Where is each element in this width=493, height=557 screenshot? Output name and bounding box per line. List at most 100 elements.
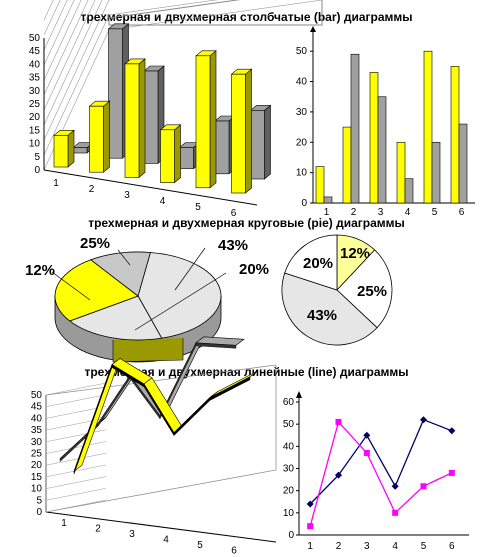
bar3d-bar [159, 124, 182, 184]
bar3d-bar-front [160, 129, 175, 183]
pie2d-slice-label: 20% [303, 255, 333, 272]
bar-charts-heading: трехмерная и двухмерная столбчатые (bar)… [80, 10, 413, 24]
bar3d-bar-side [209, 50, 217, 189]
bar3d-gridline-side [43, 14, 110, 156]
line3d-gridline [45, 382, 107, 396]
line3d-y-tick: 45 [31, 402, 43, 413]
line2d-y-arrow [296, 391, 302, 398]
bar3d-y-tick: 10 [29, 139, 41, 150]
bar3d-gridline-side [43, 0, 75, 66]
line2d-x-tick: 6 [449, 541, 455, 552]
pie3d-leader-line [51, 271, 91, 301]
pie2d-slice-label: 43% [307, 307, 337, 324]
line3d-x-axis [45, 511, 277, 543]
bar2d-bar [423, 50, 433, 204]
line2d-point [306, 500, 314, 508]
bar3d-bar-front [179, 147, 194, 169]
line3d-ribbon-edge [195, 342, 237, 349]
bar3d-bar-front [72, 147, 88, 154]
line2d-y-tick: 60 [283, 397, 295, 408]
line3d-gridline [45, 476, 107, 489]
line2d-point [363, 431, 371, 439]
bar3d-y-tick: 30 [29, 86, 41, 97]
bar3d-bar-front [89, 105, 104, 173]
bar2d-y-tick: 50 [296, 46, 308, 57]
bar3d-bar [195, 50, 217, 189]
line3d-x-tick: 5 [197, 540, 203, 551]
line2d-y-tick: 0 [288, 530, 294, 541]
bar2d-y-arrow [310, 26, 316, 32]
line2d-series-line [309, 418, 453, 505]
line2d-y-tick: 30 [283, 464, 295, 475]
bar3d-bar [124, 58, 146, 179]
bar3d-y-tick: 15 [29, 125, 41, 136]
line2d-point [392, 509, 399, 516]
bar2d-x-tick: 1 [324, 207, 330, 218]
bar3d-y-tick: 0 [34, 165, 40, 176]
line3d-gridline [45, 488, 107, 501]
bar3d-x-tick: 2 [89, 184, 95, 195]
bar2d-bar [323, 196, 333, 204]
line2d-x-tick: 1 [307, 541, 313, 552]
line2d-point [335, 471, 342, 479]
line2d-y-tick: 10 [283, 508, 295, 519]
bar2d-bar [342, 126, 352, 204]
line2d-x-tick: 3 [364, 541, 370, 552]
bar2d-y-tick: 40 [296, 77, 308, 88]
line3d-y-tick: 15 [31, 472, 43, 483]
bar3d-x-tick: 4 [160, 196, 166, 207]
bar3d-bar-side [245, 68, 252, 194]
bar2d-x-tick: 5 [432, 207, 438, 218]
bar2d-y-tick: 20 [296, 137, 308, 148]
bar3d-gridline-back [108, 0, 323, 31]
line3d-gridline [45, 394, 107, 407]
line2d-point [448, 427, 456, 435]
bar3d-x-tick: 6 [231, 208, 237, 219]
line3d-x-tick: 1 [61, 518, 67, 529]
line2d-point [335, 418, 342, 425]
bar3d-bar-front [195, 55, 211, 189]
pie2d-slice-label: 12% [340, 245, 370, 262]
bar3d-gridline-side [43, 0, 82, 81]
pie3d-leader-line [174, 247, 206, 291]
bar2d-bar [450, 66, 460, 204]
line3d-y-tick: 5 [36, 495, 42, 506]
bar3d-x-tick: 5 [195, 202, 201, 213]
line3d-gridline [45, 464, 107, 478]
pie-charts-heading: трехмерная и двухмерная круговые (pie) д… [88, 216, 405, 230]
bar3d-gridline-side [43, 0, 89, 96]
pie2d-slice-label: 25% [357, 283, 387, 300]
bar3d-bar-side [174, 124, 181, 184]
bar3d-bar [249, 104, 272, 180]
bar3d-bar-front [250, 110, 265, 180]
bar3d-bar-side [264, 104, 271, 180]
bar3d-bar-side [67, 129, 75, 168]
bar3d-x-tick: 1 [53, 178, 59, 189]
line2d-point [391, 482, 399, 490]
line2d-x-tick: 2 [336, 541, 342, 552]
line3d-gridline [45, 441, 107, 454]
line3d-x-tick: 2 [95, 524, 101, 535]
bar3d-bar-front [231, 73, 246, 194]
line3d-x-tick: 3 [129, 529, 135, 540]
bar2d-y-tick: 0 [301, 198, 307, 209]
pie3d-slice-label: 12% [25, 262, 55, 279]
line3d-y-tick: 20 [31, 460, 43, 471]
bar2d-bar [396, 141, 406, 204]
pie2d-slice [336, 249, 393, 329]
bar3d-bar-front [53, 135, 69, 168]
line3d-y-tick: 50 [31, 390, 43, 401]
line2d-y-tick: 50 [283, 419, 295, 430]
line3d-x-tick: 4 [163, 535, 169, 546]
bar2d-bar [315, 166, 325, 204]
line2d-point [363, 449, 370, 456]
bar3d-bar [230, 68, 253, 194]
pie3d-leader-line [117, 249, 131, 266]
line3d-y-tick: 40 [31, 413, 43, 424]
bar3d-x-tick: 3 [124, 190, 130, 201]
bar3d-gridline-back [108, 0, 218, 16]
pie3d-rim-yellow [112, 338, 184, 363]
bar2d-x-tick: 4 [405, 207, 411, 218]
line2d-point [420, 483, 427, 490]
pie3d-slice [54, 259, 139, 322]
